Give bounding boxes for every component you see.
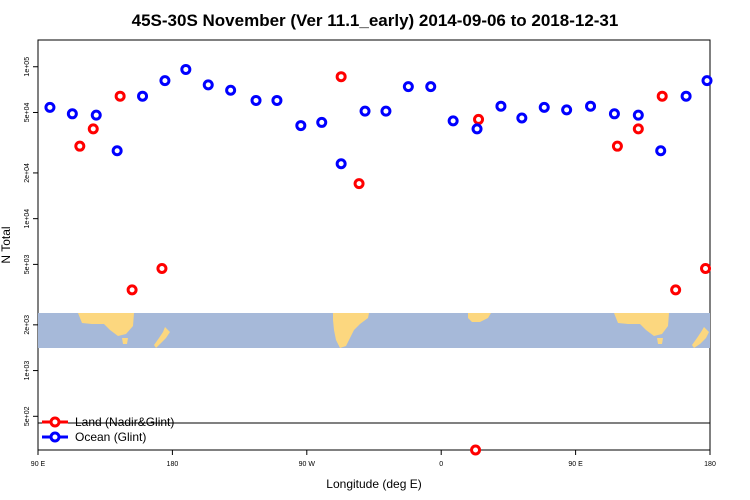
point-land-10 — [632, 123, 644, 135]
point-ocean-26 — [632, 109, 644, 121]
point-ocean-8 — [225, 84, 237, 96]
point-ocean-3 — [111, 145, 123, 157]
land-new-zealand-east — [692, 327, 709, 348]
point-ocean-7 — [202, 79, 214, 91]
x-tick-label-0: 90 E — [31, 461, 46, 468]
y-axis: 5e+02 1e+03 2e+03 5e+03 1e+04 2e+04 5e+04 1e+05 — [24, 57, 38, 426]
series-ocean — [44, 63, 713, 170]
legend-ocean-marker — [49, 431, 61, 443]
x-axis: 90 E 180 90 W 0 90 E 180 — [31, 450, 716, 468]
chart-title: 45S-30S November (Ver 11.1_early) 2014-0… — [132, 11, 619, 30]
y-tick-label-2: 2e+03 — [24, 315, 31, 335]
y-tick-label-6: 5e+04 — [24, 103, 31, 123]
point-ocean-29 — [701, 75, 713, 87]
point-ocean-1 — [66, 108, 78, 120]
point-ocean-0 — [44, 101, 56, 113]
point-ocean-23 — [561, 104, 573, 116]
point-land-0 — [74, 140, 86, 152]
x-tick-label-1: 180 — [167, 461, 179, 468]
land-tasmania-west — [122, 338, 128, 344]
legend-entry-ocean: Ocean (Glint) — [42, 430, 146, 444]
legend-entry-land: Land (Nadir&Glint) — [42, 415, 174, 429]
point-ocean-24 — [585, 100, 597, 112]
point-ocean-28 — [680, 90, 692, 102]
point-ocean-17 — [425, 81, 437, 93]
y-axis-label: N Total — [0, 226, 13, 263]
point-land-2 — [114, 90, 126, 102]
land-south-africa — [468, 313, 491, 322]
point-ocean-2 — [90, 109, 102, 121]
point-ocean-19 — [471, 123, 483, 135]
map-land-shapes — [78, 313, 709, 348]
point-land-13 — [700, 262, 712, 274]
legend-land-label: Land (Nadir&Glint) — [75, 415, 174, 429]
land-australia-west — [78, 313, 134, 336]
point-ocean-16 — [402, 81, 414, 93]
point-ocean-20 — [495, 100, 507, 112]
land-new-zealand-west — [154, 327, 170, 348]
legend-ocean-label: Ocean (Glint) — [75, 430, 146, 444]
point-ocean-25 — [608, 108, 620, 120]
point-land-1 — [87, 123, 99, 135]
point-ocean-12 — [316, 116, 328, 128]
point-ocean-27 — [655, 145, 667, 157]
point-ocean-21 — [516, 112, 528, 124]
x-axis-label: Longitude (deg E) — [326, 477, 421, 491]
y-tick-label-1: 1e+03 — [24, 361, 31, 381]
point-ocean-10 — [271, 94, 283, 106]
legend-land-marker — [49, 416, 61, 428]
legend: Land (Nadir&Glint) Ocean (Glint) — [42, 415, 174, 444]
point-land-6 — [353, 178, 365, 190]
land-south-america — [333, 313, 369, 348]
y-tick-label-7: 1e+05 — [24, 57, 31, 77]
point-land-8 — [473, 113, 485, 125]
point-land-9 — [611, 140, 623, 152]
y-tick-label-3: 5e+03 — [24, 254, 31, 274]
point-land-11 — [656, 90, 668, 102]
points-layer — [44, 63, 713, 456]
point-ocean-22 — [538, 101, 550, 113]
map-ocean-band — [38, 313, 710, 348]
point-ocean-13 — [335, 158, 347, 170]
y-tick-label-0: 5e+02 — [24, 406, 31, 426]
x-tick-label-4: 90 E — [568, 461, 583, 468]
land-tasmania-east — [657, 338, 663, 344]
point-land-12 — [670, 284, 682, 296]
x-tick-label-2: 90 W — [299, 461, 316, 468]
point-ocean-15 — [380, 105, 392, 117]
point-ocean-18 — [447, 115, 459, 127]
point-land-5 — [335, 71, 347, 83]
series-land — [74, 71, 712, 456]
point-ocean-9 — [250, 94, 262, 106]
land-australia-east — [614, 313, 669, 336]
point-land-3 — [126, 284, 138, 296]
x-tick-label-3: 0 — [439, 461, 443, 468]
y-tick-label-5: 2e+04 — [24, 163, 31, 183]
point-land-4 — [156, 262, 168, 274]
x-tick-label-5: 180 — [704, 461, 716, 468]
point-land-7 — [470, 444, 482, 456]
plot-frame — [37, 39, 711, 451]
point-ocean-14 — [359, 105, 371, 117]
point-ocean-5 — [159, 75, 171, 87]
map-strip — [38, 313, 710, 348]
y-tick-label-4: 1e+04 — [24, 209, 31, 229]
point-ocean-11 — [295, 120, 307, 132]
point-ocean-6 — [180, 63, 192, 75]
point-ocean-4 — [137, 90, 149, 102]
